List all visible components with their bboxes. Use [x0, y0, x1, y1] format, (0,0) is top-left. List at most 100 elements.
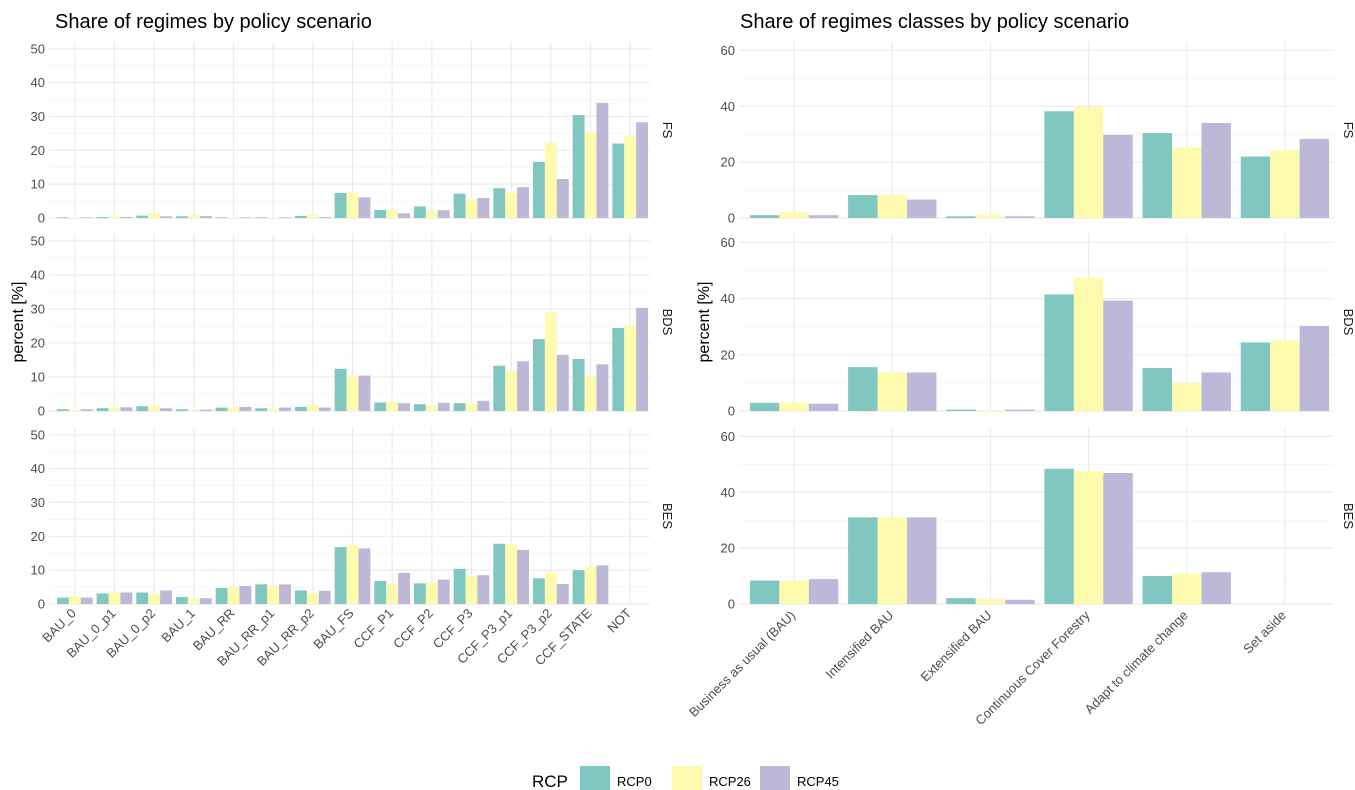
bar-fs-bau-rr-rcp26	[227, 217, 240, 218]
bar-bds-ccf-p3-p1-rcp45	[517, 361, 530, 411]
bar-bds-ccf-p3-rcp0	[453, 403, 466, 411]
y-tick-label: 20	[31, 143, 45, 158]
y-axis-label: percent [%]	[696, 282, 713, 363]
bar-bds-bau-1-rcp45	[199, 409, 212, 411]
bar-fs-bau-rr-p1-rcp26	[267, 217, 280, 218]
bar-fs-ccf-p2-rcp45	[437, 210, 450, 218]
y-tick-label: 30	[31, 495, 45, 510]
bar-bds-continuous-cover-forestry-rcp0	[1044, 294, 1074, 411]
y-tick-label: 10	[31, 369, 45, 384]
bar-fs-bau-0-rcp0	[56, 217, 69, 218]
bar-bds-bau-fs-rcp0	[334, 368, 347, 411]
bar-fs-ccf-p3-p1-rcp45	[517, 187, 530, 218]
bar-bds-set-aside-rcp26	[1270, 340, 1300, 411]
bar-bes-ccf-p2-rcp26	[425, 583, 438, 604]
x-tick-label: Set aside	[1240, 608, 1289, 657]
bar-bes-intensified-bau-rcp0	[848, 517, 878, 604]
y-tick-label: 40	[721, 291, 735, 306]
bar-bes-intensified-bau-rcp45	[906, 517, 937, 604]
bar-bes-bau-0-p2-rcp45	[160, 590, 173, 604]
bar-bds-bau-rr-rcp26	[227, 407, 240, 411]
y-tick-label: 20	[31, 335, 45, 350]
bar-bds-ccf-p2-rcp45	[437, 402, 450, 411]
bar-fs-continuous-cover-forestry-rcp0	[1044, 111, 1074, 218]
bar-bes-bau-fs-rcp45	[358, 548, 371, 604]
bar-bds-bau-1-rcp0	[175, 409, 188, 411]
bar-fs-business-as-usual-bau-rcp45	[808, 215, 839, 218]
bar-fs-bau-0-p1-rcp45	[120, 216, 133, 218]
bar-fs-bau-0-p2-rcp0	[136, 215, 149, 218]
bar-bds-adapt-to-climate-change-rcp0	[1142, 368, 1173, 411]
bar-bes-bau-rr-p1-rcp45	[279, 584, 292, 604]
bar-fs-ccf-state-rcp45	[596, 102, 609, 218]
bar-bes-bau-rr-p2-rcp0	[294, 590, 307, 604]
bar-fs-bau-1-rcp26	[187, 214, 200, 218]
bar-fs-ccf-p3-rcp45	[477, 198, 490, 218]
bar-bds-ccf-p2-rcp0	[413, 404, 426, 411]
y-tick-label: 10	[31, 563, 45, 578]
bar-bds-bau-rr-p2-rcp26	[306, 404, 319, 411]
x-tick-label: NOT	[604, 605, 634, 635]
y-tick-label: 40	[721, 99, 735, 114]
x-tick-label: Extensified BAU	[918, 608, 995, 685]
bar-fs-bau-rr-p2-rcp0	[294, 215, 307, 218]
y-tick-label: 10	[31, 177, 45, 192]
bar-bes-bau-rr-rcp0	[215, 588, 228, 604]
y-tick-label: 60	[721, 429, 735, 444]
bar-bds-not-rcp26	[624, 325, 637, 411]
bar-fs-not-rcp26	[624, 135, 637, 218]
bar-bes-ccf-p2-rcp45	[437, 579, 450, 604]
bar-bes-bau-rr-p2-rcp45	[318, 590, 331, 604]
bar-bes-bau-rr-rcp26	[227, 587, 240, 604]
bar-bds-bau-rr-p1-rcp0	[255, 408, 268, 411]
bar-bes-bau-0-p1-rcp0	[96, 593, 109, 604]
bar-bes-ccf-p1-rcp45	[398, 572, 411, 604]
bar-bds-bau-fs-rcp26	[346, 375, 359, 411]
bar-bds-continuous-cover-forestry-rcp45	[1103, 300, 1133, 411]
bar-fs-set-aside-rcp26	[1270, 150, 1300, 218]
bar-bds-bau-0-p2-rcp26	[148, 405, 161, 411]
bar-fs-bau-0-rcp26	[68, 217, 81, 218]
facet-fs: 0 10 20 30 40 50 FS	[31, 41, 675, 225]
y-axis-label: percent [%]	[10, 282, 27, 363]
bar-bes-bau-0-rcp0	[56, 597, 69, 604]
bar-fs-ccf-p3-p2-rcp45	[556, 179, 569, 218]
bar-bes-bau-0-p2-rcp0	[136, 592, 149, 604]
y-tick-label: 30	[31, 109, 45, 124]
bar-bds-ccf-p1-rcp26	[386, 402, 399, 411]
bar-fs-ccf-p3-p2-rcp0	[532, 161, 545, 218]
y-tick-label: 40	[31, 75, 45, 90]
x-tick-label: Adapt to climate change	[1082, 608, 1191, 717]
legend-label-rcp0: RCP0	[617, 774, 652, 789]
bar-bds-bau-0-rcp45	[80, 409, 93, 411]
bar-fs-bau-rr-p2-rcp26	[306, 214, 319, 218]
y-tick-label: 40	[721, 485, 735, 500]
bar-bes-bau-rr-p2-rcp26	[306, 593, 319, 604]
bar-bds-ccf-p3-p1-rcp26	[505, 370, 518, 411]
facet-bes: 0 10 20 30 40 50 BES	[31, 427, 675, 611]
bar-bds-ccf-p3-rcp45	[477, 400, 490, 411]
legend-key-rcp26	[672, 766, 702, 790]
facet-bds: 0 20 40 60 BDS	[721, 234, 1355, 419]
facet-bes: 0 20 40 60 BES	[721, 428, 1355, 612]
bar-bes-bau-0-p1-rcp45	[120, 592, 133, 604]
bar-fs-ccf-p2-rcp26	[425, 210, 438, 218]
facet-bds: 0 10 20 30 40 50 BDS	[31, 233, 675, 418]
bar-fs-adapt-to-climate-change-rcp26	[1172, 147, 1202, 218]
bar-bds-intensified-bau-rcp26	[877, 372, 907, 411]
bar-bds-extensified-bau-rcp0	[946, 409, 976, 411]
bar-bes-ccf-p3-p2-rcp0	[532, 578, 545, 604]
bar-fs-not-rcp0	[612, 143, 625, 218]
bar-bds-business-as-usual-bau-rcp0	[749, 402, 780, 411]
bar-bds-bau-fs-rcp45	[358, 375, 371, 411]
bar-bds-intensified-bau-rcp0	[848, 367, 878, 411]
bar-bes-ccf-p3-p1-rcp0	[493, 543, 506, 604]
bar-fs-ccf-state-rcp26	[584, 132, 597, 218]
bar-fs-bau-fs-rcp26	[346, 192, 359, 218]
bar-bds-ccf-state-rcp0	[572, 358, 585, 411]
bar-fs-bau-fs-rcp0	[334, 192, 347, 218]
bar-fs-ccf-state-rcp0	[572, 115, 585, 218]
y-tick-label: 50	[31, 233, 45, 248]
bar-bds-ccf-p3-p2-rcp26	[544, 312, 557, 411]
bar-fs-intensified-bau-rcp0	[848, 195, 878, 218]
